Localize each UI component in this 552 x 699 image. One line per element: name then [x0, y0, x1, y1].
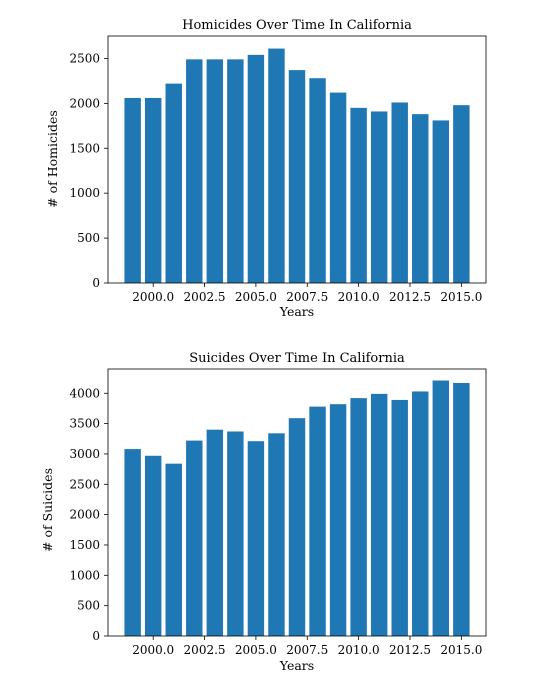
bar-2009 — [329, 92, 347, 283]
x-ticks: 2000.0 2002.5 2005.0 2007.5 2010.0 2012.5 2015… — [132, 636, 482, 657]
y-tick-label: 1000 — [69, 186, 100, 200]
bar-2015 — [453, 105, 470, 283]
x-tick-label: 2002.5 — [184, 643, 226, 657]
x-tick-label: 2005.0 — [235, 643, 277, 657]
x-tick-label: 2005.0 — [235, 290, 277, 304]
bar-1999 — [124, 449, 141, 636]
bar-2014 — [432, 120, 450, 284]
bar-2005 — [247, 441, 265, 636]
suicides-chart: Suicides Over Time In California 2000.0 2… — [40, 351, 487, 673]
y-tick-label: 1500 — [69, 538, 100, 552]
homicides-chart: Homicides Over Time In California 2000.0… — [45, 18, 487, 319]
x-tick-label: 2007.5 — [286, 643, 328, 657]
bar-2003 — [206, 429, 224, 636]
bar-2010 — [350, 398, 367, 636]
y-tick-label: 2500 — [69, 477, 100, 491]
bar-2000 — [144, 455, 162, 636]
x-tick-label: 2000.0 — [132, 643, 174, 657]
bar-2006 — [268, 433, 285, 636]
bar-2006 — [268, 48, 285, 283]
bar-2007 — [288, 70, 306, 283]
bar-2003 — [206, 59, 224, 283]
bar-2015 — [453, 382, 470, 636]
y-tick-label: 2500 — [69, 51, 100, 65]
y-tick-label: 2000 — [69, 508, 100, 522]
x-tick-label: 2012.5 — [389, 643, 431, 657]
bar-2010 — [350, 107, 367, 283]
x-tick-label: 2015.0 — [440, 290, 482, 304]
x-tick-label: 2002.5 — [184, 290, 226, 304]
chart-title: Suicides Over Time In California — [189, 351, 405, 366]
bar-2007 — [288, 418, 306, 636]
y-tick-label: 500 — [77, 231, 100, 245]
bar-2008 — [309, 406, 326, 636]
plot-frame — [107, 35, 487, 284]
bar-2012 — [391, 399, 408, 636]
x-tick-label: 2015.0 — [440, 643, 482, 657]
bars-group — [124, 380, 470, 636]
x-axis-label: Years — [279, 304, 314, 319]
bar-2013 — [412, 391, 429, 636]
x-tick-label: 2010.0 — [338, 290, 380, 304]
bars-group — [124, 48, 470, 284]
bar-2011 — [370, 111, 388, 283]
y-ticks: 0 500 1000 1500 2000 2500 — [69, 51, 108, 290]
bar-2008 — [309, 78, 326, 284]
x-tick-label: 2000.0 — [132, 290, 174, 304]
bar-1999 — [124, 97, 141, 283]
y-tick-label: 2000 — [69, 96, 100, 110]
x-tick-label: 2007.5 — [286, 290, 328, 304]
x-ticks: 2000.0 2002.5 2005.0 2007.5 2010.0 2012.5 2015… — [132, 283, 482, 304]
bar-2013 — [412, 114, 429, 283]
x-tick-label: 2010.0 — [338, 643, 380, 657]
y-tick-label: 500 — [77, 599, 100, 613]
bar-2001 — [165, 83, 182, 283]
bar-2002 — [186, 440, 203, 636]
y-tick-label: 3000 — [69, 447, 100, 461]
y-tick-label: 0 — [92, 276, 100, 290]
bar-2009 — [329, 404, 347, 636]
y-tick-label: 4000 — [69, 386, 100, 400]
y-axis-label: # of Suicides — [40, 468, 55, 552]
y-tick-label: 1000 — [69, 568, 100, 582]
bar-2000 — [144, 97, 162, 283]
x-tick-label: 2012.5 — [389, 290, 431, 304]
chart-title: Homicides Over Time In California — [182, 18, 412, 33]
x-axis-label: Years — [279, 658, 314, 673]
y-tick-label: 3500 — [69, 417, 100, 431]
bar-2012 — [391, 102, 408, 283]
bar-2002 — [186, 59, 203, 283]
bar-2001 — [165, 463, 182, 636]
bar-2004 — [227, 59, 244, 283]
bar-2004 — [227, 431, 244, 636]
bar-2005 — [247, 54, 265, 283]
y-tick-label: 1500 — [69, 141, 100, 155]
bar-2011 — [370, 393, 388, 636]
y-ticks: 0 500 1000 1500 2000 2500 3000 3500 4000 — [69, 386, 108, 643]
y-tick-label: 0 — [92, 629, 100, 643]
plot-frame — [107, 368, 487, 637]
y-axis-label: # of Homicides — [45, 110, 60, 208]
bar-2014 — [432, 380, 450, 636]
